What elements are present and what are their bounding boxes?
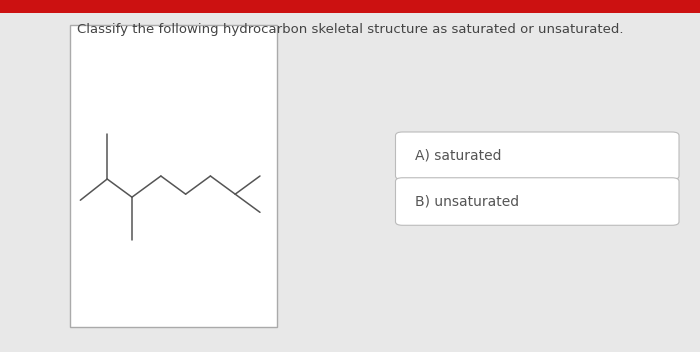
FancyBboxPatch shape	[0, 0, 700, 13]
Text: A) saturated: A) saturated	[415, 149, 502, 163]
FancyBboxPatch shape	[395, 178, 679, 225]
FancyBboxPatch shape	[70, 25, 276, 327]
Text: Classify the following hydrocarbon skeletal structure as saturated or unsaturate: Classify the following hydrocarbon skele…	[77, 23, 623, 36]
Text: B) unsaturated: B) unsaturated	[415, 195, 519, 208]
FancyBboxPatch shape	[395, 132, 679, 180]
